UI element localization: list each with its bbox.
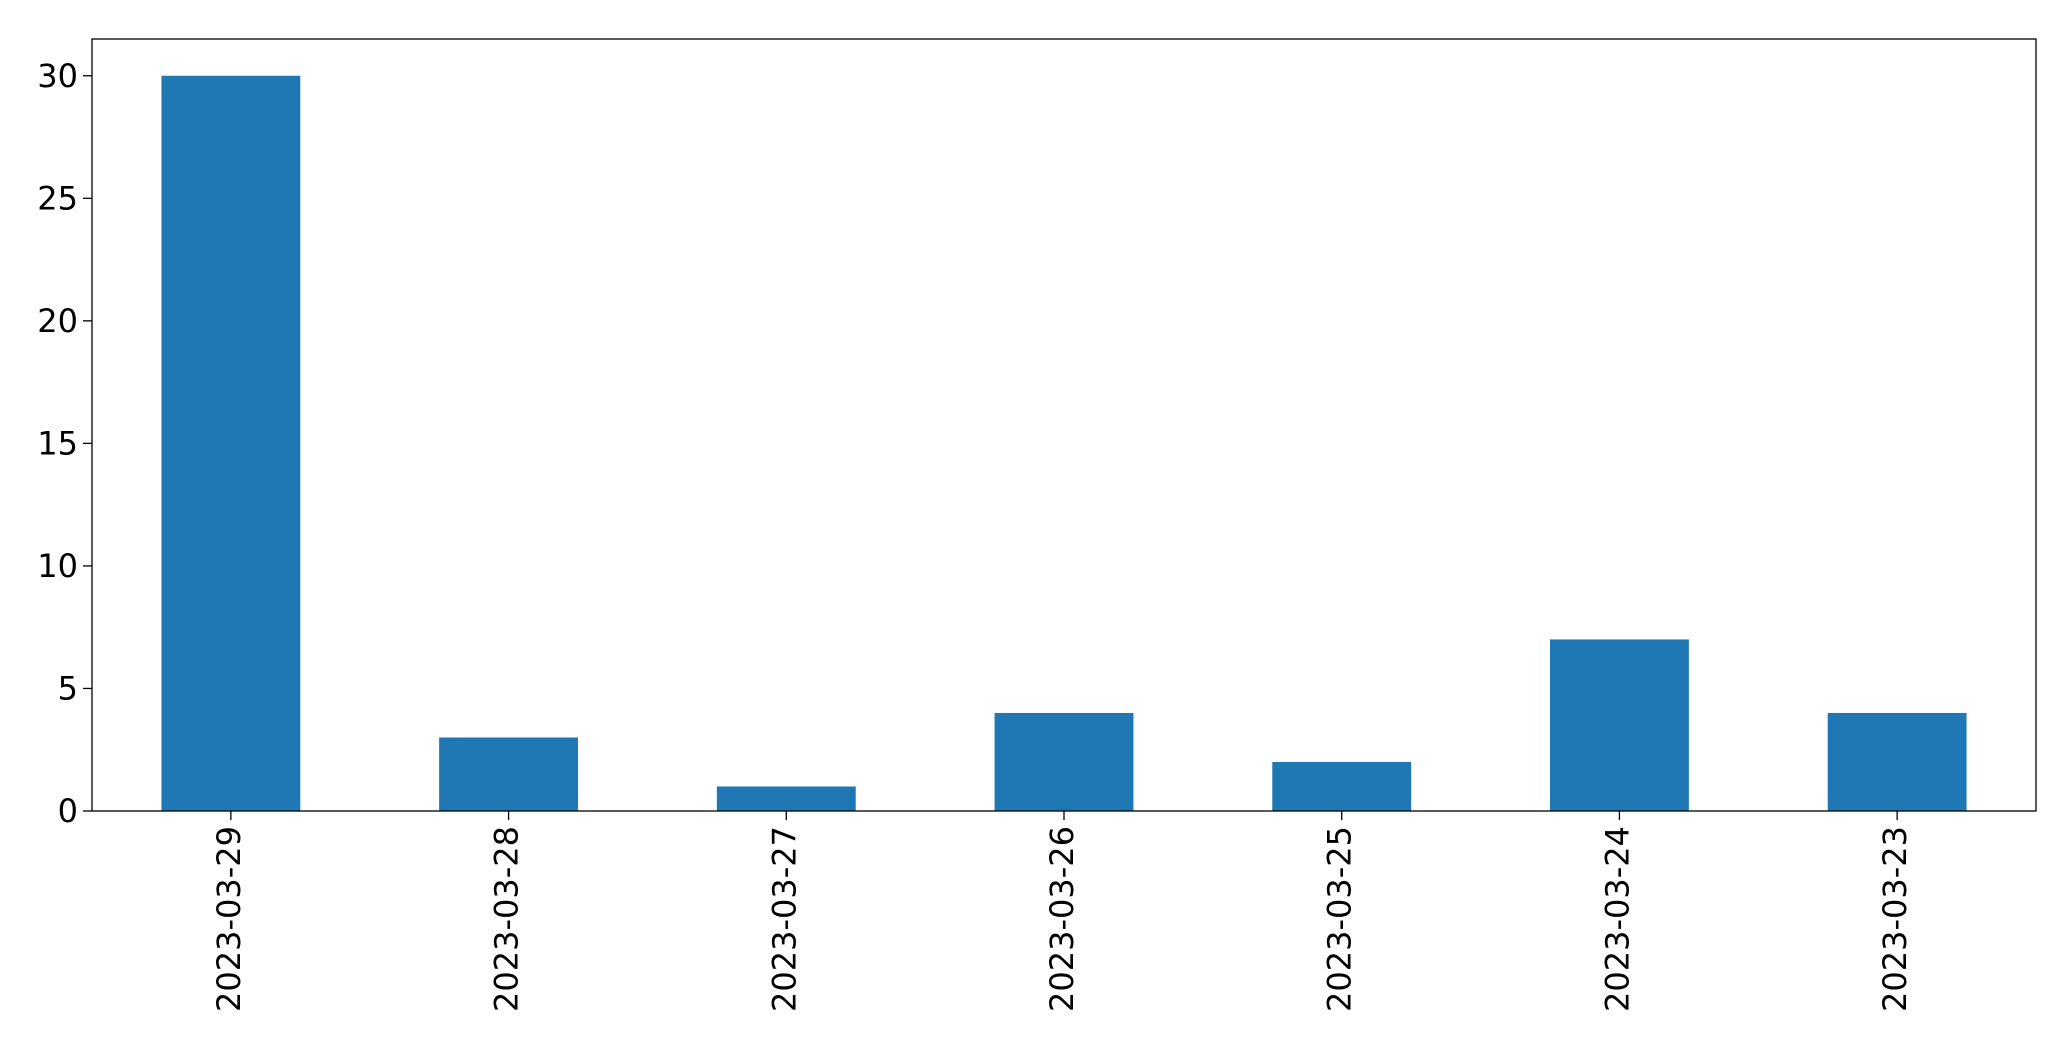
y-tick-label: 20	[37, 302, 78, 340]
bar-2023-03-27	[716, 786, 856, 811]
x-tick-label: 2023-03-29	[210, 826, 248, 1012]
bar-2023-03-23	[1827, 712, 1967, 811]
bar-2023-03-26	[994, 712, 1134, 811]
y-tick-label: 5	[58, 669, 78, 707]
x-axis: 2023-03-29 2023-03-28 2023-03-27 2023-03-26…	[210, 811, 1914, 1012]
y-tick-label: 25	[37, 179, 78, 217]
bar-2023-03-25	[1272, 761, 1412, 811]
x-tick-label: 2023-03-24	[1598, 826, 1636, 1012]
y-tick-label: 0	[58, 792, 78, 830]
x-tick-label: 2023-03-27	[765, 826, 803, 1012]
x-tick-label: 2023-03-23	[1876, 826, 1914, 1012]
x-tick-label: 2023-03-26	[1043, 826, 1081, 1012]
bar-2023-03-24	[1550, 639, 1689, 811]
y-axis: 0 5 10 15 20 25 30	[37, 57, 92, 830]
bars-group	[161, 75, 1967, 811]
y-tick-label: 30	[37, 57, 78, 95]
bar-2023-03-28	[439, 737, 578, 811]
plot-frame	[91, 38, 2037, 812]
x-tick-label: 2023-03-28	[488, 826, 526, 1012]
y-tick-label: 10	[37, 547, 78, 585]
y-tick-label: 15	[37, 424, 78, 462]
x-tick-label: 2023-03-25	[1321, 826, 1359, 1012]
bar-2023-03-29	[161, 75, 301, 811]
